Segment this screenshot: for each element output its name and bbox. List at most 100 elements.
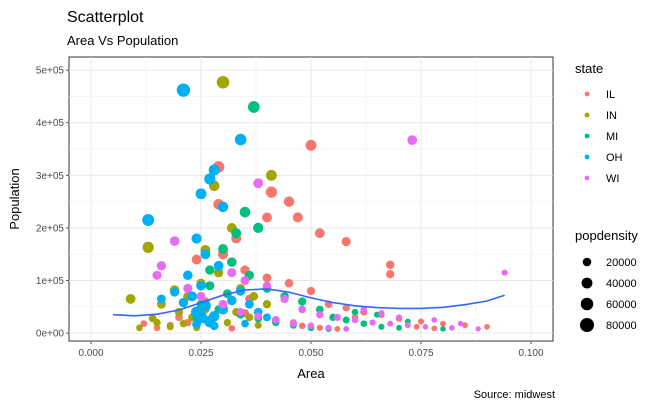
- x-axis-label: Area: [297, 366, 325, 381]
- data-point: [305, 139, 317, 151]
- data-point: [191, 254, 202, 265]
- legend-popdensity-title: popdensity: [575, 228, 638, 243]
- data-point: [170, 287, 180, 297]
- data-point: [218, 244, 228, 254]
- y-tick-label: 1e+05: [36, 276, 65, 287]
- data-point: [280, 294, 289, 304]
- x-axis-ticks: 0.000 0.025 0.050 0.075 0.100: [78, 341, 544, 359]
- legend-key-IN: [584, 112, 590, 118]
- legend-size-key: [580, 297, 594, 311]
- x-tick-label: 0.050: [298, 348, 323, 359]
- legend-key-WI: [584, 175, 590, 181]
- data-point: [314, 228, 325, 239]
- y-tick-label: 3e+05: [36, 171, 65, 182]
- y-axis-ticks: 0e+00 1e+05 2e+05 3e+05 4e+05 5e+05: [36, 66, 69, 340]
- data-point: [142, 241, 154, 253]
- legend-label-WI: WI: [606, 173, 619, 185]
- data-point: [227, 257, 237, 267]
- data-point: [187, 291, 198, 302]
- data-point: [343, 325, 350, 332]
- trend-line: [112, 288, 505, 317]
- data-point: [179, 319, 188, 328]
- data-point: [213, 267, 224, 278]
- data-point: [241, 319, 249, 328]
- data-point: [228, 325, 236, 332]
- data-point: [440, 326, 446, 332]
- data-point: [316, 311, 324, 319]
- data-point: [413, 323, 420, 330]
- data-point: [265, 186, 278, 198]
- legend-size-key: [580, 318, 594, 332]
- data-point: [176, 83, 191, 97]
- data-point: [262, 281, 272, 291]
- data-point: [196, 280, 206, 291]
- legend-label-IL: IL: [606, 89, 615, 101]
- data-point: [156, 261, 167, 271]
- data-point: [306, 286, 316, 296]
- data-point: [307, 322, 315, 330]
- data-point: [298, 322, 306, 330]
- x-tick-label: 0.000: [78, 348, 103, 359]
- data-point: [360, 306, 368, 313]
- legend-key-IL: [584, 91, 590, 97]
- data-point: [244, 299, 254, 309]
- data-point: [334, 325, 341, 332]
- data-point: [209, 321, 219, 331]
- data-point: [342, 316, 350, 324]
- data-point: [208, 164, 220, 176]
- data-point: [204, 173, 216, 185]
- data-point: [385, 260, 395, 270]
- data-point: [431, 325, 438, 332]
- data-point: [284, 278, 294, 288]
- data-point: [208, 311, 220, 322]
- data-point: [262, 212, 272, 223]
- legend-popdensity: popdensity 20000 40000 60000 80000: [575, 228, 638, 332]
- data-point: [239, 206, 251, 218]
- x-tick-label: 0.025: [188, 348, 213, 359]
- plot-panel: [68, 56, 554, 342]
- data-point: [283, 196, 295, 207]
- data-point: [213, 260, 224, 271]
- data-point: [407, 135, 418, 146]
- data-point: [262, 313, 272, 322]
- data-point: [325, 324, 332, 331]
- data-point: [448, 325, 455, 331]
- legend-label-MI: MI: [606, 131, 618, 143]
- data-point: [440, 320, 446, 327]
- data-point: [265, 169, 277, 181]
- data-point: [316, 324, 323, 331]
- data-point: [227, 268, 237, 278]
- chart-caption: Source: midwest: [474, 389, 555, 401]
- legend-label-IN: IN: [606, 110, 617, 122]
- data-point: [153, 324, 161, 332]
- data-point: [196, 291, 206, 301]
- data-point: [231, 228, 242, 239]
- data-point: [142, 214, 155, 226]
- data-point: [152, 270, 162, 280]
- data-point: [396, 324, 402, 331]
- y-axis-label: Population: [7, 168, 22, 229]
- data-point: [245, 313, 254, 322]
- x-tick-label: 0.100: [518, 348, 543, 359]
- data-point: [298, 305, 307, 314]
- y-tick-label: 2e+05: [36, 223, 65, 234]
- legend-label-OH: OH: [606, 152, 623, 164]
- data-point: [169, 236, 180, 246]
- data-point: [417, 318, 425, 325]
- data-points: [125, 75, 508, 332]
- data-point: [475, 326, 481, 332]
- data-point: [249, 291, 259, 301]
- data-point: [253, 222, 264, 234]
- data-point: [253, 178, 264, 189]
- data-point: [462, 322, 468, 329]
- legend-size-key: [581, 277, 593, 289]
- data-point: [199, 300, 211, 312]
- grid-lines: [69, 57, 553, 341]
- data-point: [378, 323, 385, 330]
- y-tick-label: 4e+05: [36, 118, 65, 129]
- legend-key-MI: [584, 133, 590, 139]
- data-point: [262, 273, 272, 283]
- y-tick-label: 0e+00: [36, 329, 65, 340]
- data-point: [351, 316, 359, 324]
- data-point: [292, 212, 303, 223]
